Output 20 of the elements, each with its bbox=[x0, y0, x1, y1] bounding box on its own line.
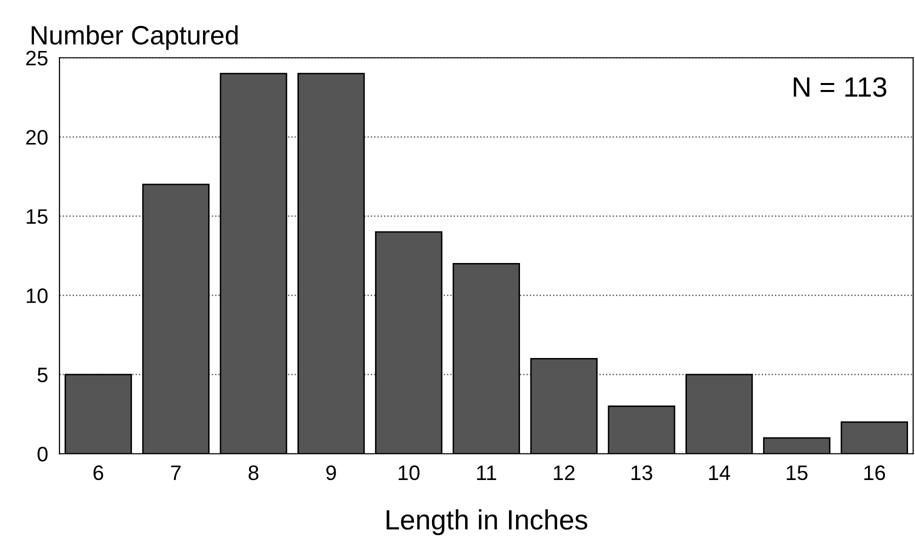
x-tick-label: 10 bbox=[398, 465, 420, 480]
x-tick-label: 14 bbox=[709, 466, 730, 480]
y-axis-title: Number Captured bbox=[32, 25, 238, 50]
x-axis-title: Length in Inches bbox=[386, 509, 588, 536]
y-tick-label: 25 bbox=[26, 50, 48, 66]
y-tick-label: 0 bbox=[38, 446, 48, 462]
x-tick-label: 8 bbox=[248, 465, 258, 480]
x-tick-label: 9 bbox=[326, 465, 336, 480]
y-tick-label: 20 bbox=[26, 130, 48, 145]
y-tick-label: 10 bbox=[26, 288, 48, 304]
x-tick-label: 15 bbox=[786, 466, 808, 480]
annotation: N = 113 bbox=[794, 77, 886, 97]
y-tick-label: 15 bbox=[26, 209, 48, 224]
x-tick-label: 6 bbox=[94, 465, 104, 480]
y-tick-label: 5 bbox=[38, 368, 48, 382]
x-tick-label: 12 bbox=[554, 465, 574, 480]
x-tick-label: 13 bbox=[632, 465, 652, 480]
x-tick-label: 11 bbox=[477, 466, 496, 480]
x-tick-label: 16 bbox=[864, 465, 886, 480]
x-tick-label: 7 bbox=[171, 466, 181, 480]
